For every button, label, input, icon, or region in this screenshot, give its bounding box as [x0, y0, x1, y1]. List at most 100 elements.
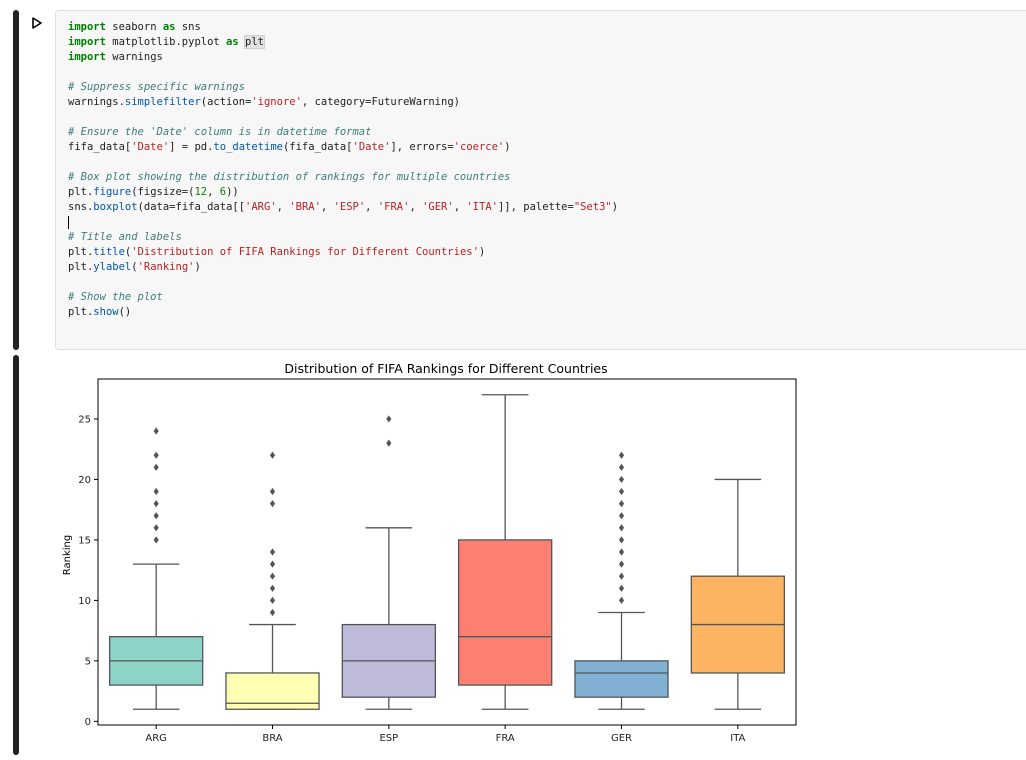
- code-line: # Title and labels: [68, 230, 618, 245]
- code-token: title: [93, 246, 125, 258]
- code-token: warnings.: [68, 96, 125, 108]
- code-line: plt.figure(figsize=(12, 6)): [68, 185, 618, 200]
- outlier-point: [618, 560, 625, 568]
- code-token: figure: [93, 186, 132, 198]
- input-cell-indicator: [13, 10, 19, 350]
- outlier-point: [618, 584, 625, 592]
- code-token: 12: [194, 186, 208, 198]
- code-token: plt.: [68, 261, 94, 273]
- code-line: # Ensure the 'Date' column is in datetim…: [68, 125, 618, 140]
- code-token: import: [68, 51, 106, 63]
- output-cell-indicator: [13, 355, 19, 755]
- code-token: 'Date': [352, 141, 391, 153]
- outlier-point: [153, 536, 159, 544]
- outlier-point: [618, 463, 625, 471]
- code-token: ,: [453, 201, 467, 213]
- code-token: 'GER': [422, 201, 454, 213]
- code-line: # Box plot showing the distribution of r…: [68, 170, 618, 185]
- code-token: matplotlib.pyplot: [105, 36, 227, 48]
- outlier-point: [153, 451, 159, 459]
- outlier-point: [618, 500, 625, 508]
- code-token: plt.: [68, 186, 94, 198]
- chart-title: Distribution of FIFA Rankings for Differ…: [284, 361, 607, 376]
- code-token: boxplot: [93, 201, 138, 213]
- outlier-point: [269, 548, 276, 556]
- code-token: # Box plot showing the distribution of r…: [68, 171, 511, 183]
- code-line: # Show the plot: [68, 290, 618, 305]
- code-token: # Title and labels: [68, 231, 182, 243]
- x-tick-label: GER: [611, 733, 632, 744]
- code-token: 'BRA': [289, 201, 321, 213]
- outlier-point: [618, 548, 625, 556]
- code-token: # Suppress specific warnings: [68, 81, 246, 93]
- outlier-point: [153, 487, 159, 496]
- box-fra: [457, 539, 553, 686]
- code-token: import: [68, 21, 106, 33]
- y-axis-label: Ranking: [62, 535, 73, 575]
- code-token: (action=: [200, 96, 252, 108]
- code-token: 'Distribution of FIFA Rankings for Diffe…: [131, 246, 479, 258]
- code-token: 'Ranking': [137, 261, 195, 273]
- outlier-point: [269, 560, 276, 568]
- code-token: plt.: [68, 306, 94, 318]
- code-line: # Suppress specific warnings: [68, 80, 618, 95]
- code-line: import warnings: [68, 50, 618, 65]
- outlier-point: [618, 512, 625, 520]
- code-token: simplefilter: [124, 96, 201, 108]
- code-token: (data=fifa_data[[: [137, 201, 246, 213]
- x-tick-label: BRA: [262, 733, 282, 744]
- code-token: ,: [207, 186, 220, 198]
- code-token: )): [226, 186, 239, 198]
- outlier-point: [153, 524, 159, 532]
- outlier-point: [269, 500, 276, 508]
- outlier-point: [153, 500, 159, 508]
- code-token: fifa_data[: [68, 141, 132, 153]
- code-token: sns: [175, 21, 201, 33]
- x-tick-label: ITA: [730, 733, 745, 744]
- x-tick-label: ARG: [145, 733, 167, 744]
- y-tick-label: 10: [78, 596, 91, 607]
- code-token: , category=FutureWarning): [301, 96, 460, 108]
- text-cursor: [68, 215, 69, 229]
- code-token: plt.: [68, 246, 94, 258]
- code-token: (): [118, 306, 132, 318]
- outlier-point: [618, 596, 625, 604]
- outlier-point: [386, 439, 392, 447]
- code-content[interactable]: import seaborn as sns import matplotlib.p…: [68, 20, 618, 320]
- code-line: plt.ylabel('Ranking'): [68, 260, 618, 275]
- code-line: warnings.simplefilter(action='ignore', c…: [68, 95, 618, 110]
- y-tick-label: 15: [78, 535, 91, 546]
- code-token: seaborn: [105, 21, 163, 33]
- box-ger: [574, 660, 669, 698]
- code-token: 'coerce': [453, 141, 505, 153]
- outlier-point: [153, 512, 159, 520]
- y-tick-label: 5: [85, 656, 91, 667]
- code-token: 6: [219, 186, 227, 198]
- code-token: show: [93, 306, 119, 318]
- outlier-point: [269, 487, 276, 496]
- code-token: (: [131, 261, 138, 273]
- code-token: plt: [244, 35, 265, 49]
- x-tick-label: ESP: [379, 733, 398, 744]
- y-tick-label: 25: [78, 414, 91, 425]
- code-token: (: [124, 246, 132, 258]
- code-token: (fifa_data[: [282, 141, 353, 153]
- outlier-point: [618, 536, 625, 544]
- code-token: to_datetime: [213, 141, 283, 153]
- code-token: ): [478, 246, 486, 258]
- code-line: import seaborn as sns: [68, 20, 618, 35]
- play-triangle-icon[interactable]: [31, 16, 43, 30]
- code-token: as: [162, 21, 176, 33]
- code-token: "Set3": [573, 201, 612, 213]
- code-line: fifa_data['Date'] = pd.to_datetime(fifa_…: [68, 140, 618, 155]
- code-token: ,: [320, 201, 334, 213]
- outlier-point: [153, 463, 159, 471]
- code-token: # Show the plot: [68, 291, 163, 303]
- outlier-point: [618, 487, 625, 496]
- code-token: import: [68, 36, 106, 48]
- code-editor[interactable]: import seaborn as sns import matplotlib.p…: [55, 10, 1026, 350]
- outlier-point: [269, 572, 276, 580]
- outlier-point: [618, 475, 625, 484]
- code-token: ): [611, 201, 619, 213]
